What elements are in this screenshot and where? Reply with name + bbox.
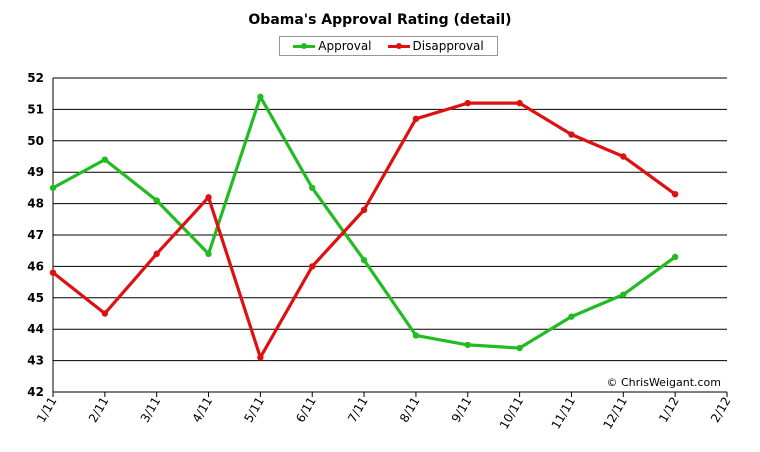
data-point-disapproval [360,206,368,214]
x-tick-label: 11/11 [549,395,578,432]
x-tick-label: 5/11 [241,395,267,425]
y-tick-label: 46 [27,259,44,273]
axes [52,78,728,397]
data-point-approval [360,256,368,264]
x-tick-label: 1/11 [34,395,60,425]
gridlines [53,77,727,393]
data-point-approval [153,197,160,204]
y-tick-label: 48 [27,197,44,211]
x-tick-label: 3/11 [138,395,164,425]
chart-legend: Approval Disapproval [279,36,498,56]
y-tick-label: 49 [27,165,44,179]
data-point-approval [257,93,264,101]
x-tick-label: 4/11 [190,395,216,425]
data-point-approval [205,250,212,258]
data-point-disapproval [464,99,471,107]
x-tick-label: 1/12 [656,395,682,425]
x-tick-label: 10/11 [497,395,526,432]
data-point-disapproval [153,250,160,258]
x-tick-label: 12/11 [600,395,629,432]
legend-item-approval: Approval [293,39,372,53]
y-tick-label: 47 [27,228,44,242]
series-lines [49,93,679,361]
legend-swatch-disapproval [387,41,410,51]
series-line-approval [52,95,677,350]
y-tick-label: 50 [27,134,44,148]
y-tick-label: 51 [27,102,44,116]
data-point-approval [309,184,316,192]
data-point-disapproval [516,99,523,107]
data-point-disapproval [257,354,264,361]
legend-item-disapproval: Disapproval [387,39,484,53]
y-tick-label: 44 [27,322,44,336]
data-point-disapproval [309,263,316,270]
y-tick-label: 45 [27,291,44,305]
chart-title: Obama's Approval Rating (detail) [248,12,512,28]
data-point-disapproval [671,190,679,198]
x-tick-label: 8/11 [397,395,423,425]
data-point-approval [620,291,627,298]
data-point-disapproval [568,131,575,138]
data-point-disapproval [205,194,212,201]
data-point-approval [464,341,471,349]
credit-label: © ChrisWeigant.com [606,376,721,389]
x-tick-label: 2/11 [86,395,112,425]
y-tick-label: 42 [27,385,44,399]
data-point-disapproval [49,269,57,276]
legend-swatch-approval [293,41,316,51]
data-point-disapproval [620,153,627,160]
data-point-disapproval [412,115,420,123]
legend-label-approval: Approval [318,39,372,53]
data-point-approval [516,344,523,352]
x-tick-label: 7/11 [345,395,371,425]
y-tick-label: 52 [27,71,44,85]
x-tick-label: 6/11 [293,395,319,425]
data-point-disapproval [101,310,109,317]
y-tick-label: 43 [27,354,44,368]
data-point-approval [101,156,109,163]
legend-label-disapproval: Disapproval [412,39,484,53]
data-point-approval [671,253,679,261]
x-tick-label: 9/11 [449,395,475,425]
data-point-approval [49,184,57,192]
data-point-approval [568,313,575,320]
x-tick-label: 2/12 [708,395,734,425]
data-point-approval [412,332,420,339]
